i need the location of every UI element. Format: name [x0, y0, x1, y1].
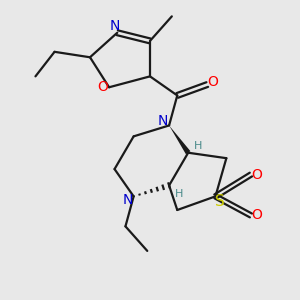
- Text: N: N: [110, 19, 120, 33]
- Text: O: O: [207, 75, 218, 89]
- Text: O: O: [251, 208, 262, 223]
- Polygon shape: [169, 125, 190, 154]
- Text: N: N: [122, 194, 133, 208]
- Text: O: O: [251, 167, 262, 182]
- Text: O: O: [97, 80, 108, 94]
- Text: S: S: [215, 194, 224, 209]
- Text: N: N: [158, 114, 168, 128]
- Text: H: H: [174, 189, 183, 199]
- Text: H: H: [194, 141, 202, 151]
